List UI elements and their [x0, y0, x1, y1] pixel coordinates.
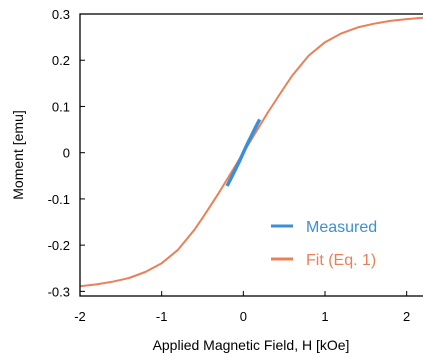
y-tick-label: 0.2	[52, 53, 70, 68]
x-tick-label: 0	[240, 309, 247, 324]
series-line-fit	[79, 16, 423, 288]
y-tick-labels: 0.3 0.2 0.1 0 -0.1 -0.2 -0.3	[48, 7, 70, 299]
y-tick-label: 0.1	[52, 99, 70, 114]
y-tick-label: 0.3	[52, 7, 70, 22]
x-tick-label: 2	[403, 309, 410, 324]
x-tick-labels: -2 -1 0 1 2	[74, 309, 410, 324]
series-line-measured	[225, 118, 262, 187]
y-tick-label: -0.3	[48, 284, 70, 299]
y-axis-title: Moment [emu]	[10, 110, 26, 199]
y-tick-label: -0.1	[48, 192, 70, 207]
legend-label-measured: Measured	[306, 219, 377, 236]
y-tick-label: -0.2	[48, 238, 70, 253]
legend-label-fit: Fit (Eq. 1)	[306, 252, 376, 269]
axis-ticks	[79, 13, 408, 296]
x-tick-label: -1	[156, 309, 168, 324]
series-layer	[79, 16, 423, 288]
y-tick-label: 0	[63, 146, 70, 161]
plot-frame	[79, 13, 423, 297]
x-tick-label: -2	[74, 309, 86, 324]
x-axis-title: Applied Magnetic Field, H [kOe]	[153, 337, 350, 353]
x-tick-label: 1	[321, 309, 328, 324]
legend: Measured Fit (Eq. 1)	[271, 219, 377, 269]
